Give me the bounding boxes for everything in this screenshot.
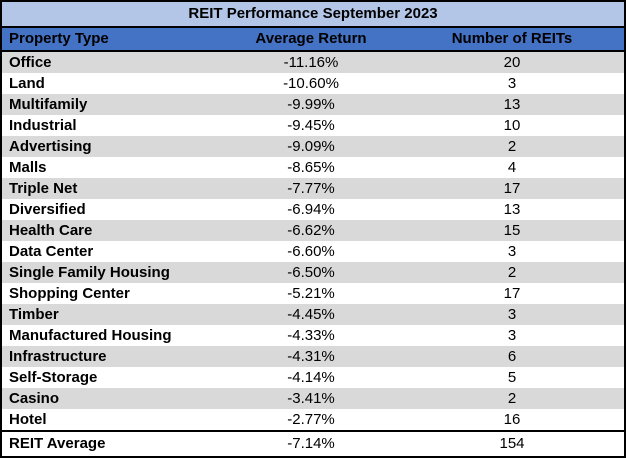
table-row: Timber -4.45% 3 xyxy=(2,304,624,325)
table-row: Health Care -6.62% 15 xyxy=(2,220,624,241)
average-return-cell: -9.99% xyxy=(287,96,335,113)
summary-number-of-reits: 154 xyxy=(499,435,525,452)
property-type-cell: Advertising xyxy=(9,138,92,155)
property-type-cell: Shopping Center xyxy=(9,285,130,302)
property-type-cell: Infrastructure xyxy=(9,348,107,365)
table-row: Triple Net -7.77% 17 xyxy=(2,178,624,199)
property-type-cell: Triple Net xyxy=(9,180,78,197)
average-return-cell: -4.45% xyxy=(287,306,335,323)
table-row: Shopping Center -5.21% 17 xyxy=(2,283,624,304)
property-type-cell: Office xyxy=(9,54,52,71)
table-row: Industrial -9.45% 10 xyxy=(2,115,624,136)
number-of-reits-cell: 17 xyxy=(503,180,521,197)
property-type-cell: Health Care xyxy=(9,222,93,239)
number-of-reits-cell: 16 xyxy=(503,411,521,428)
number-of-reits-cell: 3 xyxy=(507,75,517,92)
number-of-reits-cell: 17 xyxy=(503,285,521,302)
number-of-reits-cell: 15 xyxy=(503,222,521,239)
number-of-reits-cell: 3 xyxy=(507,327,517,344)
table-row: Multifamily -9.99% 13 xyxy=(2,94,624,115)
header-number-of-reits: Number of REITs xyxy=(451,30,573,47)
number-of-reits-cell: 2 xyxy=(507,264,517,281)
table-row: Advertising -9.09% 2 xyxy=(2,136,624,157)
property-type-cell: Self-Storage xyxy=(9,369,98,386)
average-return-cell: -7.77% xyxy=(287,180,335,197)
number-of-reits-cell: 6 xyxy=(507,348,517,365)
table-row: Manufactured Housing -4.33% 3 xyxy=(2,325,624,346)
header-average-return: Average Return xyxy=(255,30,367,47)
property-type-cell: Data Center xyxy=(9,243,94,260)
table-row: Data Center -6.60% 3 xyxy=(2,241,624,262)
property-type-cell: Multifamily xyxy=(9,96,88,113)
average-return-cell: -9.09% xyxy=(287,138,335,155)
property-type-cell: Timber xyxy=(9,306,59,323)
table-row: Office -11.16% 20 xyxy=(2,52,624,73)
number-of-reits-cell: 13 xyxy=(503,96,521,113)
property-type-cell: Single Family Housing xyxy=(9,264,170,281)
number-of-reits-cell: 2 xyxy=(507,138,517,155)
number-of-reits-cell: 20 xyxy=(503,54,521,71)
table-row: Malls -8.65% 4 xyxy=(2,157,624,178)
number-of-reits-cell: 5 xyxy=(507,369,517,386)
number-of-reits-cell: 3 xyxy=(507,243,517,260)
average-return-cell: -9.45% xyxy=(287,117,335,134)
average-return-cell: -6.50% xyxy=(287,264,335,281)
header-row: Property Type Average Return Number of R… xyxy=(2,28,624,52)
property-type-cell: Hotel xyxy=(9,411,47,428)
property-type-cell: Malls xyxy=(9,159,47,176)
average-return-cell: -4.31% xyxy=(287,348,335,365)
summary-row: REIT Average -7.14% 154 xyxy=(2,430,624,456)
average-return-cell: -6.60% xyxy=(287,243,335,260)
table-row: Diversified -6.94% 13 xyxy=(2,199,624,220)
table-body: Office -11.16% 20 Land -10.60% 3 Multifa… xyxy=(2,52,624,430)
property-type-cell: Diversified xyxy=(9,201,86,218)
summary-label: REIT Average xyxy=(9,435,106,452)
average-return-cell: -5.21% xyxy=(287,285,335,302)
average-return-cell: -8.65% xyxy=(287,159,335,176)
number-of-reits-cell: 10 xyxy=(503,117,521,134)
number-of-reits-cell: 2 xyxy=(507,390,517,407)
property-type-cell: Industrial xyxy=(9,117,77,134)
number-of-reits-cell: 13 xyxy=(503,201,521,218)
average-return-cell: -2.77% xyxy=(287,411,335,428)
average-return-cell: -4.33% xyxy=(287,327,335,344)
table-row: Infrastructure -4.31% 6 xyxy=(2,346,624,367)
average-return-cell: -6.62% xyxy=(287,222,335,239)
property-type-cell: Land xyxy=(9,75,45,92)
summary-average-return: -7.14% xyxy=(287,435,335,452)
header-property-type: Property Type xyxy=(9,30,109,47)
average-return-cell: -11.16% xyxy=(283,54,339,71)
table-row: Hotel -2.77% 16 xyxy=(2,409,624,430)
property-type-cell: Casino xyxy=(9,390,60,407)
number-of-reits-cell: 4 xyxy=(507,159,517,176)
table-row: Land -10.60% 3 xyxy=(2,73,624,94)
table-row: Single Family Housing -6.50% 2 xyxy=(2,262,624,283)
property-type-cell: Manufactured Housing xyxy=(9,327,172,344)
average-return-cell: -3.41% xyxy=(287,390,335,407)
table-row: Self-Storage -4.14% 5 xyxy=(2,367,624,388)
table-title: REIT Performance September 2023 xyxy=(2,2,624,28)
average-return-cell: -4.14% xyxy=(287,369,335,386)
average-return-cell: -10.60% xyxy=(283,75,339,92)
number-of-reits-cell: 3 xyxy=(507,306,517,323)
table-row: Casino -3.41% 2 xyxy=(2,388,624,409)
average-return-cell: -6.94% xyxy=(287,201,335,218)
